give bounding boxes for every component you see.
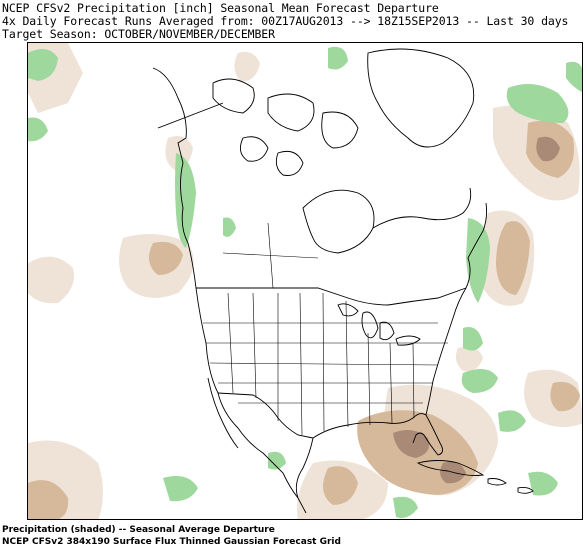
- map-title-line-1: NCEP CFSv2 Precipitation [inch] Seasonal…: [2, 1, 439, 15]
- target-season-label: Target Season: OCTOBER/NOVEMBER/DECEMBER: [2, 27, 275, 41]
- map-canvas: [28, 43, 582, 519]
- map-title-line-2: 4x Daily Forecast Runs Averaged from: 00…: [2, 14, 569, 28]
- state-boundaries: [203, 222, 448, 436]
- dry-medium-shading: [28, 120, 580, 519]
- footer-grid-note: NCEP CFSv2 384x190 Surface Flux Thinned …: [2, 537, 341, 547]
- precipitation-anomaly-map: [27, 42, 583, 520]
- footer-shading-note: Precipitation (shaded) -- Seasonal Avera…: [2, 525, 275, 535]
- wet-shading: [28, 46, 582, 518]
